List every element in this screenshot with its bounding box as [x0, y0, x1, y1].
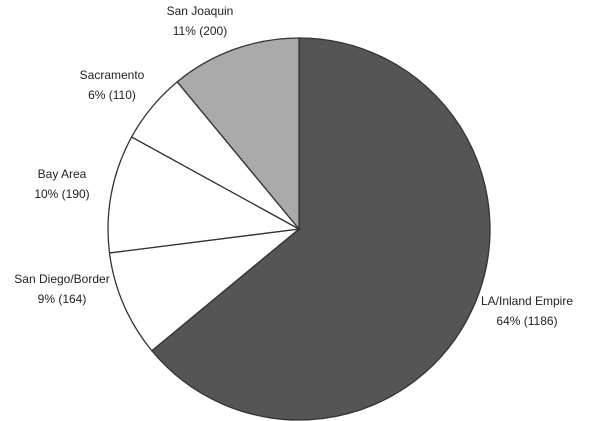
- slice-value-label: 9% (164): [38, 292, 87, 306]
- pie-slice: [150, 37, 491, 421]
- slice-label: Sacramento: [80, 68, 145, 82]
- pie-slice: [108, 228, 302, 352]
- slice-label: Bay Area: [38, 167, 87, 181]
- slice-label: San Joaquin: [167, 4, 234, 18]
- pie-slice: [107, 136, 302, 254]
- pie-slice: [176, 37, 300, 231]
- slice-value-label: 64% (1186): [496, 314, 557, 328]
- slice-value-label: 11% (200): [173, 24, 227, 38]
- slice-value-label: 6% (110): [88, 88, 136, 102]
- slice-value-label: 10% (190): [34, 187, 89, 201]
- slice-label: San Diego/Border: [14, 272, 109, 286]
- slice-label: LA/Inland Empire: [481, 294, 573, 308]
